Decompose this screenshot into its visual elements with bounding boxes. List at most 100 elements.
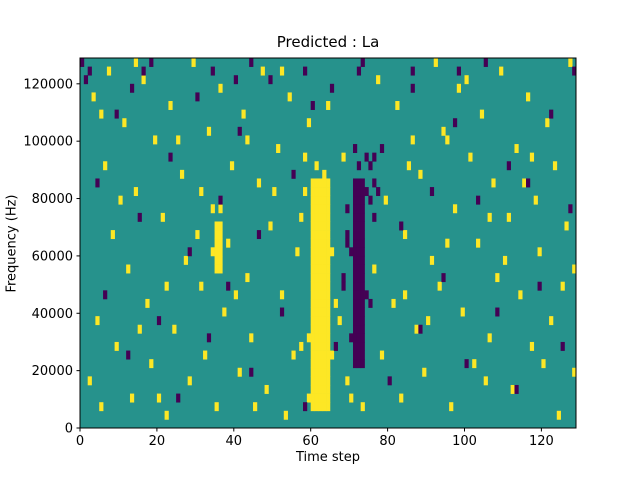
heatmap-cell-high (376, 75, 381, 85)
heatmap-cell-high (326, 393, 331, 403)
heatmap-cell-high (322, 255, 327, 265)
heatmap-cell-high (314, 264, 319, 274)
heatmap-cell-high (318, 238, 323, 248)
heatmap-cell-high (437, 281, 442, 291)
heatmap-cell-high (214, 238, 219, 248)
heatmap-cell-high (314, 333, 319, 343)
heatmap-cell-high (256, 178, 262, 188)
heatmap-cell-low (476, 195, 481, 205)
heatmap-cell-high (522, 178, 527, 188)
heatmap-cell-high (491, 178, 496, 188)
heatmap-cell-high (433, 58, 438, 67)
heatmap-cell-high (549, 316, 554, 326)
heatmap-cell-high (245, 273, 250, 283)
heatmap-cell-high (314, 187, 319, 197)
heatmap-cell-high (118, 195, 123, 205)
heatmap-cell-high (214, 221, 219, 231)
heatmap-cell-low (364, 152, 369, 162)
heatmap-cell-high (345, 376, 350, 386)
chart-title: Predicted : La (276, 33, 380, 51)
heatmap-cell-low (360, 195, 365, 205)
heatmap-cell-low (379, 144, 385, 153)
heatmap-cell-high (341, 152, 346, 162)
heatmap-cell-high (322, 212, 327, 222)
heatmap-cell-high (460, 307, 465, 317)
heatmap-cell-high (314, 161, 319, 171)
heatmap-cell-low (368, 195, 373, 205)
heatmap-cell-high (383, 195, 388, 205)
y-axis-label: Frequency (Hz) (4, 194, 20, 293)
heatmap-cell-low (360, 324, 365, 334)
heatmap-cell-high (310, 230, 315, 240)
heatmap-cell-high (214, 264, 219, 274)
heatmap-cell-high (337, 316, 342, 326)
heatmap-cell-low (356, 298, 362, 308)
heatmap-cell-high (456, 83, 461, 93)
heatmap-cell-high (572, 367, 576, 377)
heatmap-cell-high (260, 66, 265, 76)
heatmap-cell-high (318, 247, 323, 257)
heatmap-cell-high (314, 273, 319, 283)
heatmap-cell-high (322, 350, 327, 360)
heatmap-cell-low (360, 178, 365, 188)
heatmap-cell-high (222, 307, 227, 317)
heatmap-cell-low (341, 281, 346, 291)
heatmap-cell-low (103, 290, 108, 300)
heatmap-cell-high (310, 359, 315, 369)
y-tick-label: 120000 (23, 77, 73, 92)
heatmap-cell-high (318, 359, 323, 369)
heatmap-cell-high (314, 298, 319, 308)
heatmap-cell-high (318, 316, 323, 326)
heatmap-cell-high (203, 350, 208, 360)
heatmap-cell-high (529, 341, 535, 351)
heatmap-cell-high (226, 238, 231, 248)
heatmap-cell-high (237, 367, 242, 377)
heatmap-cell-low (356, 66, 362, 76)
heatmap-cell-high (149, 359, 154, 369)
heatmap-cell-low (329, 83, 335, 93)
heatmap-cell-low (387, 376, 392, 386)
heatmap-cell-low (249, 367, 254, 377)
heatmap-cell-low (356, 187, 362, 197)
heatmap-cell-high (314, 367, 319, 377)
heatmap-cell-high (506, 212, 511, 222)
heatmap-cell-low (368, 161, 373, 171)
heatmap-cell-high (314, 393, 319, 403)
heatmap-cell-high (91, 92, 96, 102)
heatmap-cell-low (156, 316, 162, 326)
heatmap-cell-high (318, 204, 323, 214)
heatmap-cell-low (176, 393, 181, 403)
heatmap-cell-low (226, 281, 231, 291)
heatmap-cell-low (87, 66, 92, 76)
heatmap-cell-low (333, 341, 338, 351)
heatmap-cell-low (372, 178, 377, 188)
x-tick-label: 0 (76, 434, 84, 449)
heatmap-cell-low (356, 264, 362, 274)
heatmap-cell-high (310, 402, 315, 412)
heatmap-cell-high (214, 247, 219, 257)
heatmap-cell-low (376, 187, 381, 197)
heatmap-cell-low (352, 230, 358, 240)
heatmap-cell-high (110, 230, 115, 240)
heatmap-cell-high (310, 367, 315, 377)
heatmap-cell-low (210, 66, 215, 76)
heatmap-cell-low (464, 359, 469, 369)
heatmap-cell-low (352, 247, 358, 257)
heatmap-cell-high (179, 169, 185, 179)
heatmap-cell-high (318, 402, 323, 412)
heatmap-cell-high (314, 341, 319, 351)
heatmap-cell-low (233, 75, 238, 85)
heatmap-cell-high (164, 410, 169, 420)
heatmap-cell-high (172, 324, 177, 334)
heatmap-cell-high (322, 230, 327, 240)
heatmap-cell-high (310, 238, 315, 248)
heatmap-cell-high (318, 212, 323, 222)
heatmap-cell-high (514, 144, 519, 153)
heatmap-cell-low (356, 204, 362, 214)
heatmap-cell-low (356, 333, 362, 343)
heatmap-cell-low (95, 178, 100, 188)
heatmap-cell-high (306, 333, 312, 343)
heatmap-cell-high (314, 212, 319, 222)
heatmap-cell-high (476, 238, 481, 248)
